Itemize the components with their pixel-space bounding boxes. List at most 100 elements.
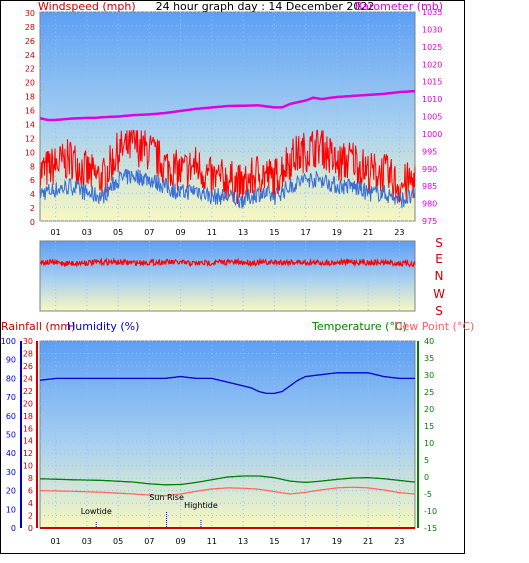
baro-y-tick: 1020 [422,60,442,69]
hightide-label: Hightide [184,501,218,510]
wind-x-tick: 15 [269,228,279,237]
wind-x-tick: 17 [301,228,311,237]
baro-y-tick: 985 [422,182,437,191]
wind-y-tick: 8 [30,162,35,171]
chart-title: 24 hour graph day : 14 December 2022 [156,0,375,13]
temp-x-tick: 11 [207,537,217,546]
wind-x-tick: 19 [332,228,342,237]
temp-x-tick: 09 [176,537,186,546]
humidity-y-tick: 100 [1,337,16,346]
humidity-y-tick: 80 [6,374,16,383]
rainfall-y-tick: 6 [28,487,33,496]
temp-x-tick: 05 [113,537,123,546]
baro-y-tick: 995 [422,147,437,156]
compass-s-top: S [435,236,443,250]
wind-direction-chart: S E N W S [39,236,445,318]
temp-y-tick: -15 [424,524,437,533]
baro-y-tick: 980 [422,200,437,209]
baro-y-tick: 1015 [422,78,442,87]
baro-y-tick: 1000 [422,130,442,139]
rainfall-y-tick: 8 [28,474,33,483]
compass-w: W [433,287,445,301]
humidity-y-tick: 90 [6,356,16,365]
temp-x-tick: 15 [269,537,279,546]
humidity-y-tick: 30 [6,468,16,477]
humidity-y-tick: 60 [6,412,16,421]
wind-y-tick: 30 [25,9,35,18]
humidity-y-tick: 40 [6,449,16,458]
temp-x-tick: 23 [394,537,404,546]
rainfall-y-tick: 4 [28,499,33,508]
temp-y-tick: -10 [424,507,437,516]
compass-e: E [435,252,443,266]
rainfall-y-tick: 24 [23,374,33,383]
baro-y-tick: 1005 [422,113,442,122]
wind-y-tick: 18 [25,93,35,102]
rainfall-y-tick: 12 [23,449,33,458]
wind-y-tick: 0 [30,218,35,227]
rainfall-y-tick: 26 [23,362,33,371]
lowtide-label: Lowtide [81,507,112,516]
rainfall-y-tick: 20 [23,399,33,408]
wind-y-tick: 24 [25,51,35,60]
wind-x-tick: 05 [113,228,123,237]
direction-plot-area [39,240,416,312]
temp-y-tick: 5 [424,456,429,465]
wind-y-tick: 26 [25,37,35,46]
compass-n: N [435,269,444,283]
rainfall-y-tick: 30 [23,337,33,346]
temp-x-tick: 13 [238,537,248,546]
wind-y-tick: 2 [30,204,35,213]
rainfall-y-tick: 22 [23,387,33,396]
temp-y-tick: -5 [424,490,432,499]
humidity-y-axis: 0 10 20 30 40 50 60 70 80 90 100 [1,337,16,533]
wind-y-tick: 12 [25,134,35,143]
baro-y-tick: 990 [422,165,437,174]
temp-x-tick: 01 [51,537,61,546]
temp-x-tick: 17 [301,537,311,546]
wind-y-tick: 20 [25,79,35,88]
wind-gust-series [39,129,416,205]
wind-y-tick: 10 [25,148,35,157]
windspeed-title: Windspeed (mph) [38,0,136,13]
temperature-title: Temperature (°C) [311,320,407,333]
wind-x-tick: 03 [82,228,92,237]
wind-y-tick: 22 [25,65,35,74]
wind-x-tick: 13 [238,228,248,237]
temp-y-tick: 15 [424,422,434,431]
wind-x-axis: 01 03 05 07 09 11 13 15 17 19 21 23 [51,228,405,237]
humidity-y-tick: 50 [6,431,16,440]
rainfall-y-tick: 16 [23,424,33,433]
sunrise-label: Sun Rise [149,493,184,502]
wind-y-tick: 14 [25,120,35,129]
baro-y-tick: 1030 [422,25,442,34]
outer-border [0,0,465,554]
temp-plot-area [39,340,416,529]
baro-y-tick: 1025 [422,43,442,52]
wind-average-series [39,168,416,209]
humidity-series [39,372,415,395]
compass-s-bottom: S [435,304,443,318]
temp-x-tick: 07 [144,537,154,546]
rainfall-y-tick: 2 [28,512,33,521]
rainfall-y-tick: 18 [23,412,33,421]
wind-y-tick: 16 [25,107,35,116]
temp-grid [40,340,415,529]
temp-x-tick: 03 [82,537,92,546]
humidity-y-tick: 0 [11,524,16,533]
barometer-series [39,89,416,122]
rainfall-y-tick: 28 [23,349,33,358]
baro-y-tick: 1010 [422,95,442,104]
dewpoint-series [40,486,416,497]
wind-x-tick: 11 [207,228,217,237]
rainfall-y-tick: 10 [23,462,33,471]
temp-y-tick: 40 [424,337,434,346]
temp-y-tick: 35 [424,354,434,363]
wind-x-tick: 21 [363,228,373,237]
temperature-series [39,475,416,486]
humidity-title: Humidity (%) [67,320,139,333]
